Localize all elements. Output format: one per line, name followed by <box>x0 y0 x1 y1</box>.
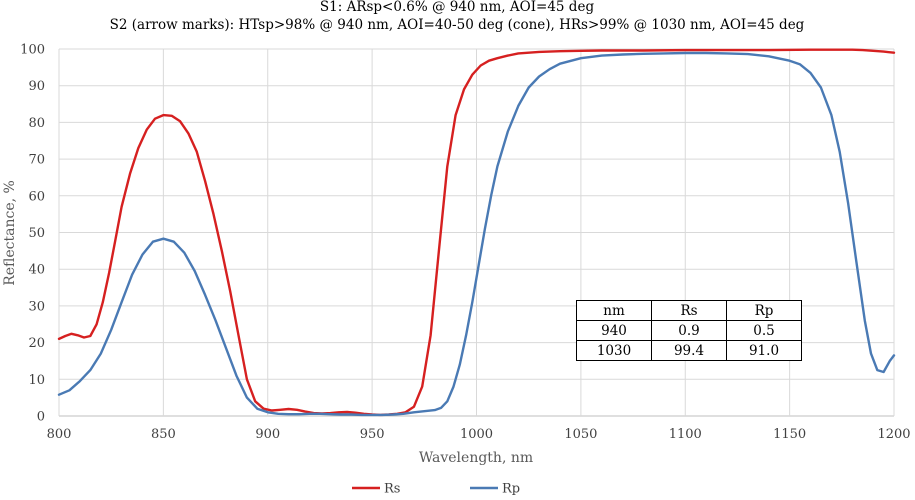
y-tick-label: 30 <box>28 299 45 314</box>
table-header-cell: nm <box>576 300 652 321</box>
x-tick-labels: 800 850 900 950 1000 1050 1100 1150 1200 <box>47 427 911 442</box>
legend: Rs Rp <box>352 482 520 497</box>
legend-label-rs: Rs <box>384 482 400 497</box>
series-lines <box>57 48 896 417</box>
y-tick-label: 70 <box>28 153 45 168</box>
series-line-rp <box>57 51 896 417</box>
y-axis-label: Reflectance, % <box>2 180 18 286</box>
table-cell: 0.5 <box>726 320 802 341</box>
table-cell: 0.9 <box>651 320 727 341</box>
x-tick-label: 900 <box>255 427 280 442</box>
table-cell: 1030 <box>576 340 652 361</box>
table-header-cell: Rp <box>726 300 802 321</box>
x-tick-label: 800 <box>47 427 72 442</box>
x-tick-label: 1000 <box>460 427 493 442</box>
values-table: nm Rs Rp 940 0.9 0.5 1030 99.4 91.0 <box>576 300 802 361</box>
table-row: 940 0.9 0.5 <box>576 320 802 341</box>
table-cell: 99.4 <box>651 340 727 361</box>
table-header-row: nm Rs Rp <box>576 300 802 321</box>
grid-lines <box>58 48 895 417</box>
table-cell: 940 <box>576 320 652 341</box>
x-tick-label: 1200 <box>877 427 910 442</box>
y-tick-label: 100 <box>20 43 45 58</box>
table-cell: 91.0 <box>726 340 802 361</box>
chart-title: S1: ARsp<0.6% @ 940 nm, AOI=45 deg <box>320 0 595 15</box>
x-tick-label: 1050 <box>564 427 597 442</box>
table-row: 1030 99.4 91.0 <box>576 340 802 361</box>
x-tick-label: 950 <box>360 427 385 442</box>
y-tick-label: 0 <box>37 410 45 425</box>
table-header-cell: Rs <box>651 300 727 321</box>
x-axis-label: Wavelength, nm <box>419 450 533 466</box>
y-tick-label: 10 <box>28 373 45 388</box>
y-tick-label: 40 <box>28 263 45 278</box>
chart-subtitle: S2 (arrow marks): HTsp>98% @ 940 nm, AOI… <box>110 17 805 33</box>
y-tick-labels: 0 10 20 30 40 50 60 70 80 90 100 <box>20 43 45 425</box>
series-line-rs <box>57 48 896 417</box>
x-tick-label: 850 <box>151 427 176 442</box>
legend-label-rp: Rp <box>502 482 520 497</box>
y-tick-label: 60 <box>28 189 45 204</box>
y-tick-label: 50 <box>28 226 45 241</box>
x-tick-label: 1100 <box>669 427 702 442</box>
y-tick-label: 20 <box>28 336 45 351</box>
y-tick-label: 80 <box>28 116 45 131</box>
y-tick-label: 90 <box>28 79 45 94</box>
x-tick-label: 1150 <box>773 427 806 442</box>
